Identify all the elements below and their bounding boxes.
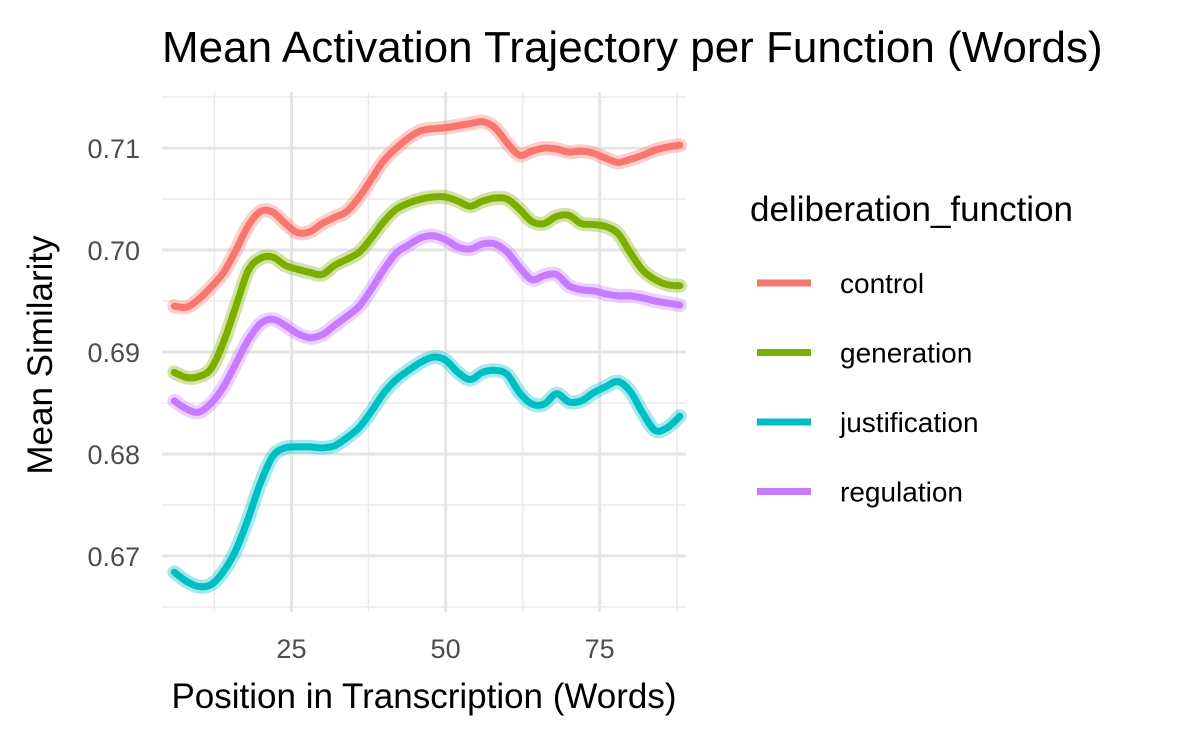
legend-label-generation: generation — [840, 338, 972, 369]
x-axis-ticks: 25 50 75 — [276, 634, 614, 664]
x-tick-label: 50 — [431, 634, 461, 664]
series-ribbon-justification — [167, 350, 687, 594]
legend-items: control generation justification regulation — [757, 268, 979, 508]
x-axis-title: Position in Transcription (Words) — [171, 677, 676, 716]
series-line-regulation — [170, 232, 684, 416]
y-axis-ticks: 0.67 0.68 0.69 0.70 0.71 — [87, 134, 140, 572]
legend: deliberation_function control generation j… — [750, 190, 1073, 508]
y-tick-label: 0.71 — [87, 134, 140, 164]
y-tick-label: 0.69 — [87, 338, 140, 368]
legend-label-regulation: regulation — [840, 477, 963, 508]
legend-label-control: control — [840, 268, 924, 299]
plot-area — [162, 92, 687, 612]
y-axis-title: Mean Similarity — [21, 235, 60, 475]
x-tick-label: 25 — [276, 634, 306, 664]
y-tick-label: 0.70 — [87, 236, 140, 266]
series-line-justification — [170, 353, 684, 591]
series-line-control — [170, 117, 684, 312]
legend-label-justification: justification — [839, 407, 979, 438]
grid-major — [162, 92, 686, 612]
series-layer — [167, 114, 687, 594]
chart-title: Mean Activation Trajectory per Function … — [162, 23, 1103, 72]
y-tick-label: 0.67 — [87, 542, 140, 572]
x-tick-label: 75 — [585, 634, 615, 664]
series-line-generation — [170, 193, 684, 382]
legend-title: deliberation_function — [750, 190, 1073, 229]
y-tick-label: 0.68 — [87, 440, 140, 470]
